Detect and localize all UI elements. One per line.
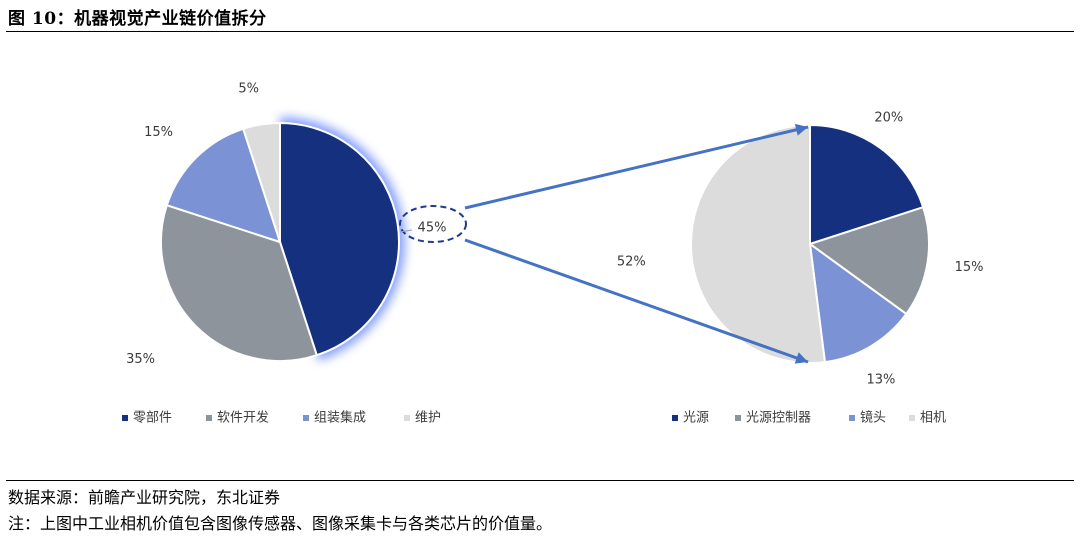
legend-label: 维护 (415, 411, 441, 426)
left-pie-slice (279, 121, 401, 357)
right-pie-value-label: 13% (866, 373, 895, 388)
legend-label: 零部件 (133, 411, 172, 426)
legend-swatch (206, 415, 212, 421)
left-pie-value-label: 45% (418, 221, 447, 236)
left-pie-value-label: 5% (238, 81, 259, 96)
right-pie-value-label: 20% (874, 110, 903, 125)
connector-arrowhead (794, 352, 808, 364)
legend-label: 光源 (683, 411, 709, 426)
right-pie-value-label: 52% (617, 255, 646, 270)
legend-swatch (303, 415, 309, 421)
note-text: 注：上图中工业相机价值包含图像传感器、图像采集卡与各类芯片的价值量。 (8, 514, 553, 533)
connector-arrow (464, 125, 809, 210)
title-rule (6, 31, 1074, 32)
label-leader-line (399, 229, 413, 233)
source-text: 数据来源：前瞻产业研究院，东北证券 (8, 488, 281, 507)
pie-of-pie-chart: 45% 35% 15% 5% 20% 15% 13% 52% 零部件 软件开发 组装集成 维护 光源 光… (122, 81, 984, 426)
right-pie-slice (808, 241, 908, 364)
left-pie-slice (241, 121, 281, 243)
left-pie-value-label: 35% (126, 352, 155, 367)
legend-swatch (735, 415, 741, 421)
legend-swatch (672, 415, 678, 421)
right-pie-value-label: 15% (955, 260, 984, 275)
right-pie-slice (690, 123, 827, 364)
connector-arrow (464, 238, 809, 364)
legend-label: 组装集成 (314, 410, 366, 426)
connector-arrowhead (794, 123, 808, 136)
footer-rule (6, 480, 1074, 481)
legend-label: 相机 (920, 411, 946, 426)
legend-swatch (909, 415, 915, 421)
legend-label: 光源控制器 (746, 411, 811, 426)
left-pie-value-label: 15% (144, 125, 173, 140)
legend-label: 镜头 (860, 411, 886, 426)
right-pie-slice (807, 205, 930, 316)
figure-title: 图 10：机器视觉产业链价值拆分 (8, 9, 267, 29)
right-pie-slice (809, 123, 925, 246)
highlight-ellipse (399, 205, 467, 243)
legend-label: 软件开发 (217, 410, 269, 426)
legend-swatch (849, 415, 855, 421)
left-pie-slice (160, 203, 319, 362)
legend-swatch (122, 415, 128, 421)
legend-swatch (404, 415, 410, 421)
